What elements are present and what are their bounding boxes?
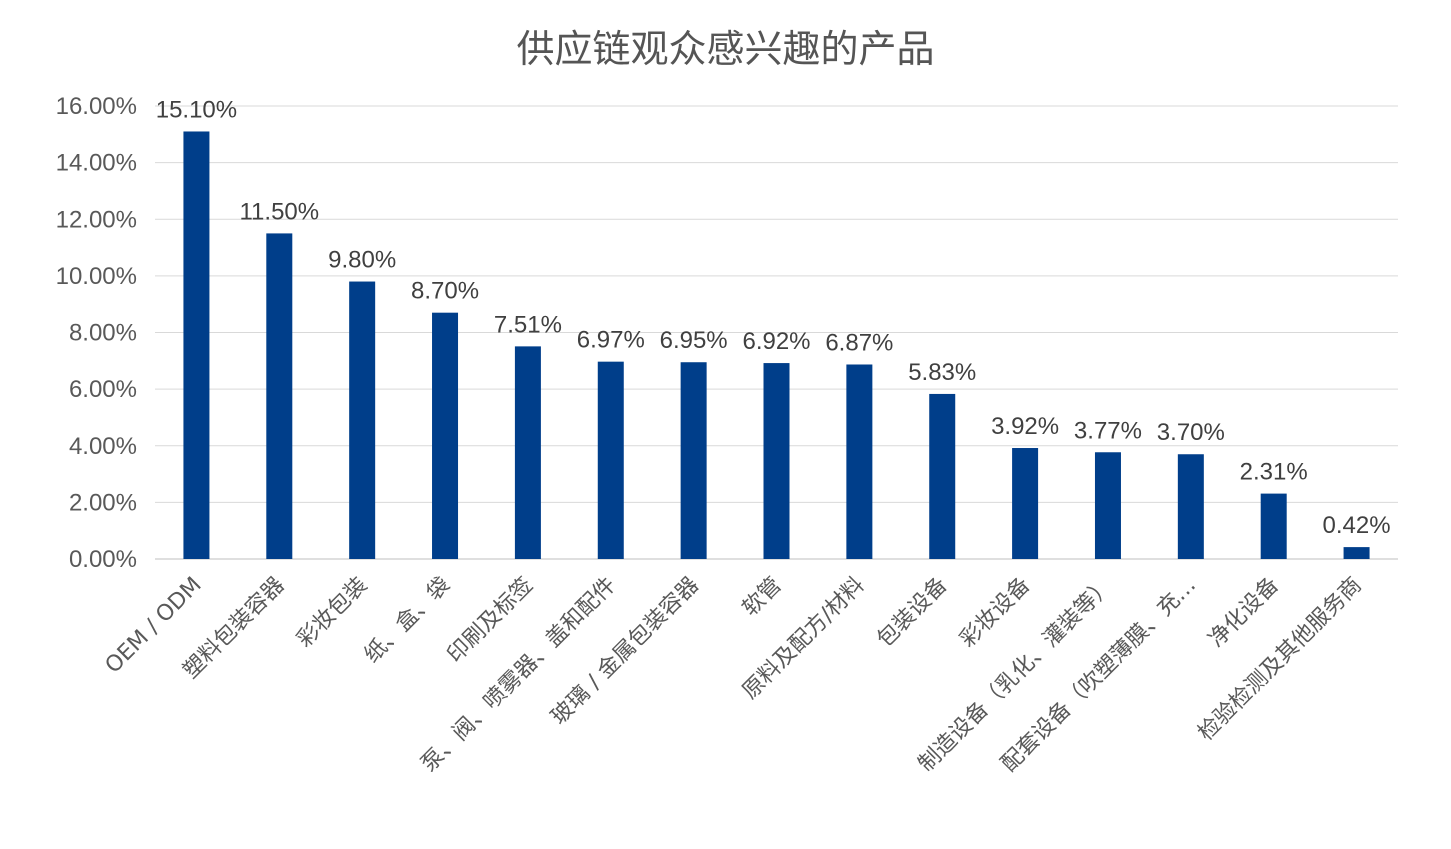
chart-title: 供应链观众感兴趣的产品 bbox=[516, 27, 935, 71]
x-category-label: 净化设备 bbox=[1204, 573, 1284, 653]
bar bbox=[597, 361, 624, 559]
y-tick-label: 14.00% bbox=[56, 150, 137, 177]
data-label: 7.51% bbox=[494, 311, 562, 338]
x-category-label: 玻璃 / 金属包装容器 bbox=[547, 573, 704, 730]
data-label: 3.77% bbox=[1074, 417, 1142, 444]
y-tick-label: 10.00% bbox=[56, 263, 137, 290]
bar bbox=[432, 312, 459, 559]
bar bbox=[929, 393, 956, 559]
data-label: 6.95% bbox=[660, 327, 728, 354]
x-category-label: 软管 bbox=[738, 573, 787, 622]
x-category-label: 彩妆包装 bbox=[292, 573, 372, 653]
data-label: 6.97% bbox=[577, 327, 645, 354]
bar bbox=[183, 131, 210, 559]
data-label: 11.50% bbox=[239, 198, 319, 225]
bar bbox=[266, 233, 293, 559]
data-label: 9.80% bbox=[328, 247, 396, 274]
bar bbox=[1343, 547, 1370, 559]
bar bbox=[763, 363, 790, 559]
bar bbox=[1094, 452, 1121, 559]
data-label: 0.42% bbox=[1323, 512, 1391, 539]
y-tick-label: 6.00% bbox=[69, 376, 137, 403]
data-label: 8.70% bbox=[411, 278, 479, 305]
y-tick-label: 12.00% bbox=[56, 206, 137, 233]
data-label: 3.70% bbox=[1157, 419, 1225, 446]
bar bbox=[1012, 448, 1039, 559]
x-category-label: 彩妆设备 bbox=[955, 573, 1035, 653]
y-tick-label: 16.00% bbox=[56, 93, 137, 120]
y-tick-label: 2.00% bbox=[69, 489, 137, 516]
y-tick-label: 4.00% bbox=[69, 433, 137, 460]
bar bbox=[514, 346, 541, 559]
bar bbox=[349, 281, 376, 559]
bar bbox=[1260, 493, 1287, 559]
x-category-label: 检验检测及其他服务商 bbox=[1194, 573, 1367, 746]
bar bbox=[846, 364, 873, 559]
y-tick-label: 8.00% bbox=[69, 320, 137, 347]
data-label: 6.92% bbox=[742, 328, 810, 355]
data-label: 6.87% bbox=[825, 329, 893, 356]
x-category-label: 纸、盒、袋 bbox=[360, 573, 455, 668]
data-label: 3.92% bbox=[991, 413, 1059, 440]
bar bbox=[680, 362, 707, 559]
x-category-label: 包装设备 bbox=[873, 573, 953, 653]
bar bbox=[1177, 454, 1204, 559]
y-tick-label: 0.00% bbox=[69, 546, 137, 573]
data-label: 5.83% bbox=[908, 359, 976, 386]
data-label: 2.31% bbox=[1240, 459, 1308, 486]
data-label: 15.10% bbox=[156, 96, 237, 123]
